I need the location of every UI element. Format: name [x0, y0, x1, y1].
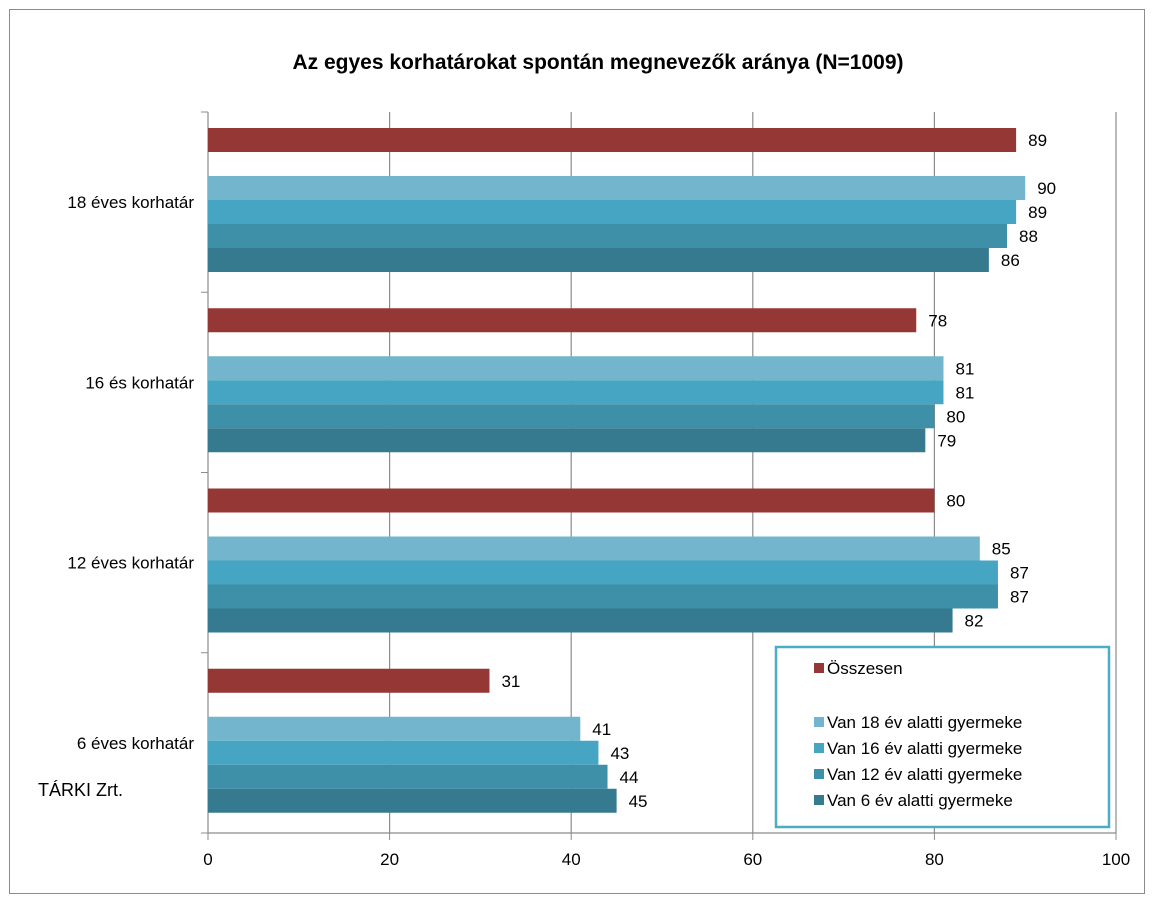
source-credit: TÁRKI Zrt.: [38, 780, 123, 800]
category-label: 6 éves korhatár: [77, 734, 195, 753]
bar: [208, 404, 935, 429]
category-label: 12 éves korhatár: [67, 554, 194, 573]
value-labels: 89 78 80 31 90 81 85 41 89 81 87 43 88 80 87 44 86 79 82 45: [501, 131, 1056, 811]
data-label: 41: [592, 720, 611, 739]
data-label: 81: [955, 359, 974, 378]
legend-box: [774, 645, 1111, 829]
legend-swatch: [814, 663, 824, 673]
data-label: 89: [1028, 203, 1047, 222]
legend: Összesen Van 18 év alatti gyermeke Van 16 …: [774, 645, 1111, 829]
bar: [208, 788, 617, 813]
data-label: 88: [1019, 227, 1038, 246]
legend-label: Összesen: [827, 659, 903, 678]
data-label: 79: [937, 431, 956, 450]
x-tick-label: 20: [380, 850, 399, 869]
x-tick-label: 80: [925, 850, 944, 869]
data-label: 80: [946, 492, 965, 511]
bar-chart: Az egyes korhatárokat spontán megnevezők…: [38, 51, 1130, 869]
legend-swatch: [814, 717, 824, 727]
bar: [208, 584, 998, 609]
bar: [208, 560, 998, 585]
data-label: 43: [610, 744, 629, 763]
legend-swatch: [814, 769, 824, 779]
data-label: 44: [620, 768, 639, 787]
legend-label: Van 12 év alatti gyermeke: [827, 765, 1022, 784]
bars: [208, 128, 1026, 813]
chart-title: Az egyes korhatárokat spontán megnevezők…: [293, 51, 904, 74]
legend-label: Van 6 év alatti gyermeke: [827, 791, 1013, 810]
bar: [208, 716, 581, 741]
data-label: 31: [501, 672, 520, 691]
bar: [208, 380, 944, 405]
bar: [208, 488, 935, 513]
legend-label: Van 16 év alatti gyermeke: [827, 739, 1022, 758]
bar: [208, 536, 980, 561]
category-label: 18 éves korhatár: [67, 193, 194, 212]
chart-frame: Az egyes korhatárokat spontán megnevezők…: [9, 9, 1145, 894]
data-label: 90: [1037, 179, 1056, 198]
bar: [208, 356, 944, 381]
data-label: 45: [629, 792, 648, 811]
category-label: 16 és korhatár: [85, 373, 194, 392]
data-label: 89: [1028, 131, 1047, 150]
bar: [208, 608, 953, 633]
bar: [208, 764, 608, 789]
x-tick-label: 0: [203, 850, 212, 869]
data-label: 85: [992, 540, 1011, 559]
bar: [208, 668, 490, 693]
legend-label: Van 18 év alatti gyermeke: [827, 713, 1022, 732]
legend-swatch: [814, 743, 824, 753]
data-label: 87: [1010, 564, 1029, 583]
bar: [208, 428, 926, 453]
data-label: 80: [946, 407, 965, 426]
x-tick-label: 60: [743, 850, 762, 869]
bar: [208, 128, 1017, 152]
data-label: 82: [965, 612, 984, 631]
data-label: 87: [1010, 588, 1029, 607]
x-tick-label: 40: [562, 850, 581, 869]
bar: [208, 224, 1008, 248]
data-label: 81: [955, 383, 974, 402]
data-label: 78: [928, 311, 947, 330]
bar: [208, 200, 1017, 224]
bar: [208, 176, 1026, 200]
bar: [208, 248, 989, 272]
data-label: 86: [1001, 251, 1020, 270]
legend-swatch: [814, 795, 824, 805]
axes: 0 20 40 60 80 100 18 éves korhatár 16 és korhat…: [67, 111, 1130, 869]
bar: [208, 308, 917, 333]
x-tick-label: 100: [1102, 850, 1130, 869]
bar: [208, 740, 599, 765]
